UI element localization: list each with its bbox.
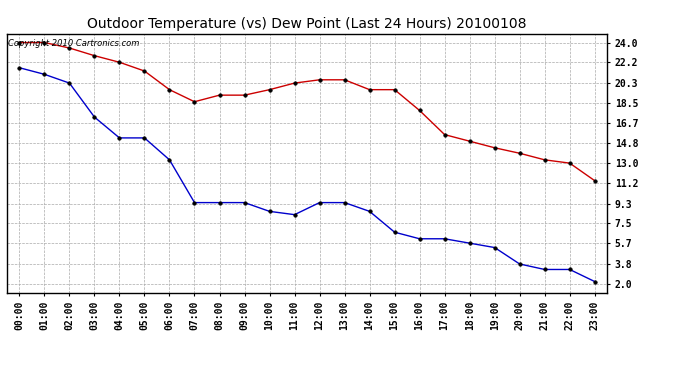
Title: Outdoor Temperature (vs) Dew Point (Last 24 Hours) 20100108: Outdoor Temperature (vs) Dew Point (Last… xyxy=(88,17,526,31)
Text: Copyright 2010 Cartronics.com: Copyright 2010 Cartronics.com xyxy=(8,39,139,48)
